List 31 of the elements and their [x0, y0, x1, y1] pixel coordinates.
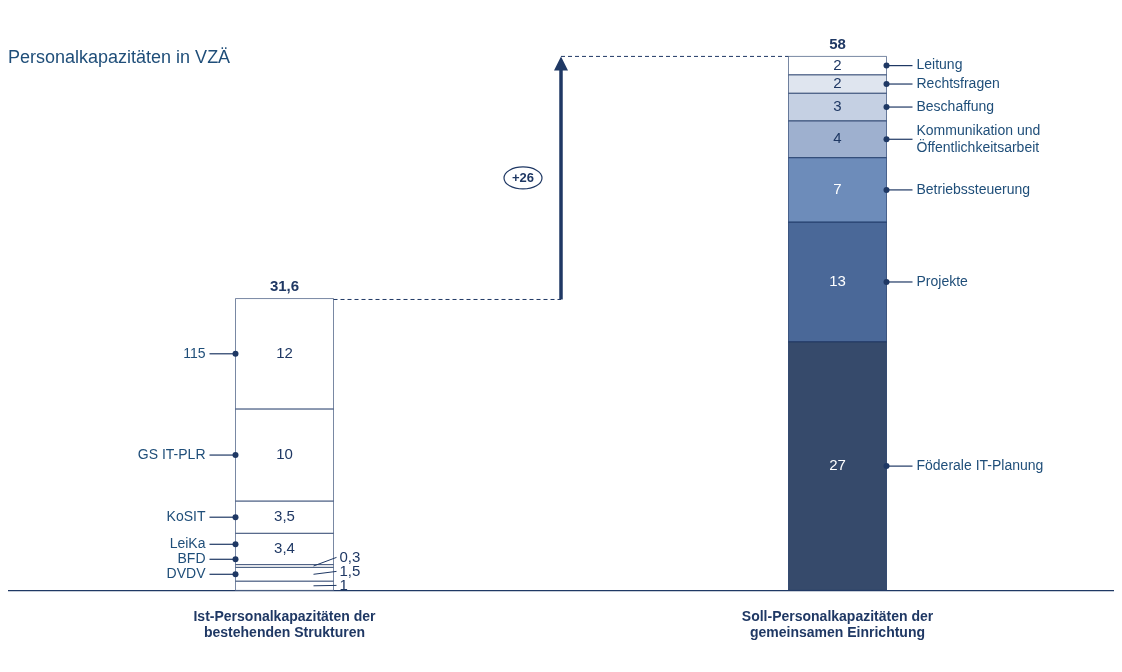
data-label: 13 [829, 272, 846, 290]
text: Kommunikation und Öffentlichkeitsarbeit [916, 121, 1041, 155]
text: LeiKa [169, 535, 206, 552]
text: KoSIT [166, 508, 206, 525]
text: GS IT-PLR [137, 445, 206, 462]
text: BFD [177, 550, 206, 567]
text: Föderale IT-Planung [916, 456, 1044, 473]
text: Betriebssteuerung [916, 180, 1031, 197]
text: DVDV [166, 565, 207, 582]
y-axis-title: Personalkapazitäten in VZÄ [8, 46, 231, 67]
text: Leitung [916, 56, 963, 73]
data-label: 3 [833, 97, 842, 115]
data-label: 3,5 [274, 507, 295, 525]
text: Projekte [916, 272, 969, 289]
annotation: +26 [511, 169, 535, 185]
data-label: 27 [829, 456, 846, 474]
text: Rechtsfragen [916, 74, 1000, 91]
text: Beschaffung [916, 97, 995, 114]
text: 115 [183, 344, 206, 361]
data-label: 2 [833, 74, 842, 92]
data-label: 3,4 [274, 539, 295, 557]
data-label: 12 [276, 343, 293, 361]
data-label: 1 [339, 575, 348, 593]
data-label: 2 [833, 55, 842, 73]
x-tick-label: Ist-Personalkapazitäten der bestehenden Strukturen [193, 607, 377, 641]
x-tick-label: Soll-Personalkapazitäten der gemeinsamen Einrichtung [741, 607, 934, 641]
total-label: 31,6 [269, 276, 300, 294]
data-label: 10 [276, 445, 293, 463]
data-label: 7 [833, 180, 842, 198]
total-label: 58 [829, 34, 846, 52]
data-label: 4 [833, 129, 842, 147]
